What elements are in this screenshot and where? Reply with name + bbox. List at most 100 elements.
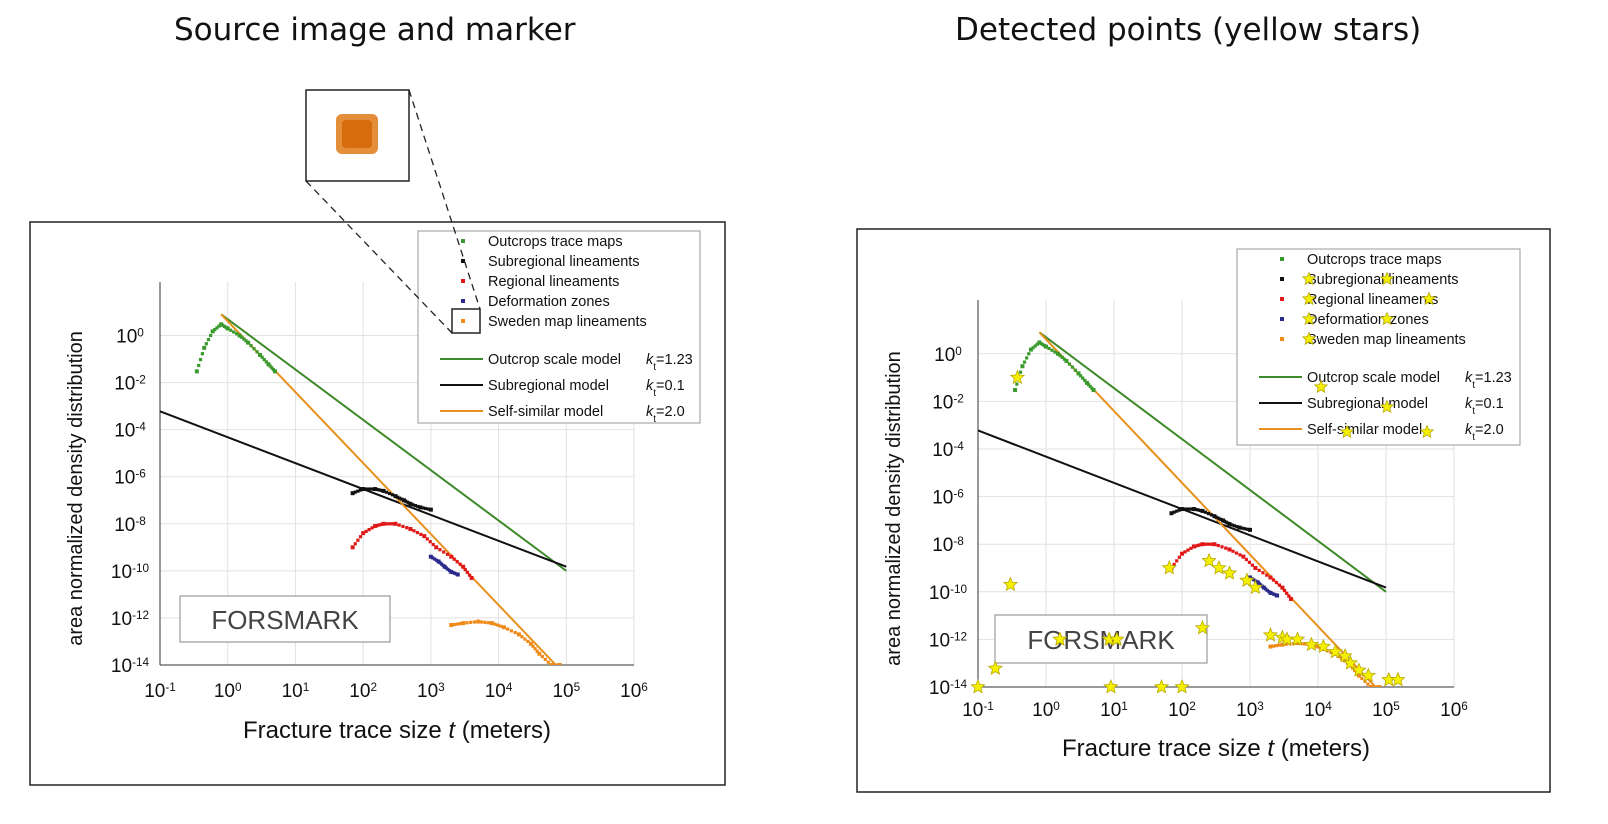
detected-star	[1315, 638, 1331, 654]
data-point	[393, 521, 398, 526]
data-point	[1196, 508, 1200, 512]
data-point	[461, 621, 466, 626]
legend-label: Outcrop scale model	[488, 352, 621, 368]
data-point	[540, 654, 544, 659]
data-point	[1247, 560, 1251, 564]
data-point	[1050, 348, 1054, 352]
data-point	[1265, 573, 1269, 577]
legend-marker	[1280, 317, 1284, 321]
data-point	[1253, 566, 1258, 570]
data-point	[1261, 571, 1265, 575]
data-point	[235, 332, 239, 336]
detected-star	[1262, 627, 1279, 642]
detected-star	[1161, 559, 1177, 575]
data-point	[393, 494, 398, 499]
data-point	[445, 552, 450, 556]
data-point	[1044, 344, 1048, 349]
data-point	[237, 333, 242, 338]
data-point	[493, 622, 497, 626]
right-panel-title: Detected points (yellow stars)	[955, 12, 1422, 48]
data-point	[557, 663, 562, 665]
data-point	[416, 504, 420, 509]
data-point	[375, 487, 379, 492]
data-point	[266, 362, 271, 367]
y-tick-label: 10-6	[114, 467, 146, 489]
data-point	[390, 522, 395, 526]
data-point	[472, 620, 477, 624]
x-axis-label: Fracture trace size t (meters)	[1062, 735, 1370, 762]
data-point	[1031, 346, 1035, 350]
detected-star	[1174, 678, 1190, 694]
legend-label: Deformation zones	[488, 294, 610, 310]
data-point	[1295, 641, 1300, 646]
data-point	[1252, 578, 1256, 582]
detected-star	[1313, 379, 1329, 394]
detected-star	[1379, 311, 1395, 326]
detected-star	[970, 678, 986, 694]
data-point	[412, 529, 416, 533]
detected-star	[1419, 424, 1435, 439]
data-point	[1180, 551, 1184, 556]
data-point	[262, 358, 266, 362]
data-point	[1371, 685, 1375, 687]
data-point	[373, 487, 378, 492]
y-tick-label: 10-14	[929, 678, 968, 700]
data-point	[1271, 644, 1276, 648]
data-point	[270, 366, 274, 370]
data-point	[252, 347, 256, 351]
x-tick-label: 103	[1236, 700, 1264, 722]
data-point	[1375, 685, 1379, 687]
data-point	[465, 570, 469, 574]
data-point	[370, 487, 374, 491]
data-point	[1064, 358, 1069, 363]
data-point	[1282, 588, 1287, 593]
data-point	[1033, 344, 1037, 348]
legend-marker	[461, 259, 465, 263]
data-point	[208, 333, 213, 338]
data-point	[1183, 550, 1187, 554]
data-point	[1219, 517, 1223, 521]
data-point	[413, 504, 418, 508]
data-point	[1172, 562, 1176, 567]
data-point	[490, 621, 495, 626]
data-point	[198, 358, 203, 362]
data-point	[449, 569, 454, 574]
data-point	[273, 369, 278, 374]
data-point	[395, 495, 400, 499]
detected-chart: 10-1 100 101 102 103 104 105 106 10-14 10-12 10-10…	[856, 228, 1551, 793]
data-point	[260, 355, 264, 359]
data-point	[1356, 673, 1361, 678]
legend-marker	[461, 239, 465, 243]
detected-star	[1303, 636, 1320, 652]
data-point	[483, 620, 487, 624]
legend-kt-label: kt=0.1	[1465, 396, 1504, 417]
data-point	[506, 627, 510, 631]
data-point	[433, 557, 437, 561]
data-point	[1280, 585, 1285, 590]
data-point	[377, 488, 381, 492]
y-tick-label: 10-10	[111, 561, 150, 583]
data-point	[442, 564, 447, 569]
detected-star	[1351, 662, 1367, 677]
data-point	[1245, 527, 1249, 531]
data-point	[458, 562, 462, 566]
x-tick-label: 106	[1440, 700, 1468, 722]
data-point	[1329, 650, 1333, 655]
data-point	[1055, 351, 1060, 356]
data-point	[1248, 575, 1252, 580]
y-tick-label: 100	[116, 326, 144, 348]
data-point	[397, 523, 401, 527]
data-point	[1285, 591, 1289, 595]
detected-star	[1289, 631, 1306, 646]
data-point	[350, 491, 355, 496]
data-point	[1175, 559, 1179, 563]
data-point	[258, 352, 263, 357]
legend-marker	[461, 299, 465, 303]
data-point	[1277, 583, 1282, 587]
data-point	[1039, 341, 1043, 346]
data-point	[418, 505, 423, 510]
data-point	[1194, 507, 1198, 512]
data-point	[367, 528, 371, 532]
data-point	[449, 623, 454, 628]
